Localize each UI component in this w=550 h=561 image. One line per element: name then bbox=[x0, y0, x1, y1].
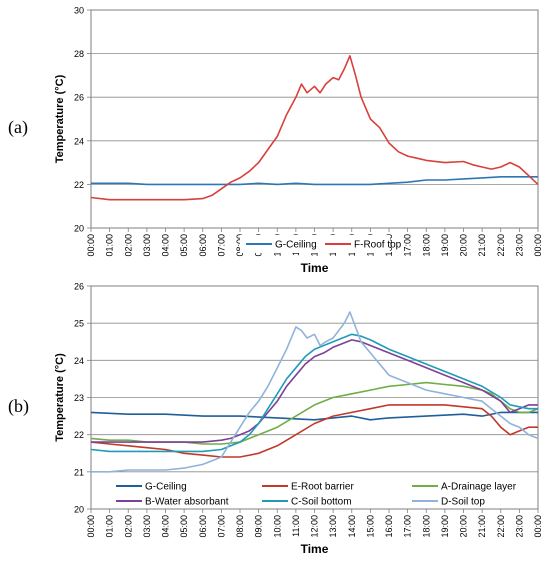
x-tick-label: 10:00 bbox=[272, 515, 282, 538]
series-line-c-soil-bottom bbox=[90, 333, 538, 453]
x-tick-label: 00:00 bbox=[533, 515, 543, 538]
x-tick-label: 21:00 bbox=[477, 234, 487, 257]
legend-entry: F-Roof top bbox=[354, 240, 402, 251]
y-tick-label: 24 bbox=[74, 136, 84, 146]
chart-panel-b: (b) 20 21 22 23 24 25 26 00:00 01:00 02:00 03:00 04:… bbox=[8, 282, 543, 557]
y-tick-label: 23 bbox=[74, 393, 84, 403]
x-tick-label: 16:00 bbox=[384, 515, 394, 538]
x-tick-label: 18:00 bbox=[421, 515, 431, 538]
x-tick-label: 04:00 bbox=[161, 515, 171, 538]
y-tick-label: 21 bbox=[74, 467, 84, 477]
x-tick-label: 05:00 bbox=[179, 234, 189, 257]
x-tick-label: 20:00 bbox=[459, 234, 469, 257]
legend-entry: B-Water absorbant bbox=[145, 497, 229, 508]
legend-entry: E-Root barrier bbox=[291, 482, 354, 493]
x-tick-label: 07:00 bbox=[216, 515, 226, 538]
y-tick-label: 20 bbox=[74, 224, 84, 234]
x-tick-label: 22:00 bbox=[496, 515, 506, 538]
x-tick-label: 23:00 bbox=[514, 234, 524, 257]
x-tick-label: 17:00 bbox=[403, 515, 413, 538]
y-axis-label: Temperature (°C) bbox=[54, 353, 66, 442]
x-tick-label: 23:00 bbox=[514, 515, 524, 538]
plot-area bbox=[90, 9, 539, 229]
x-tick-label: 14:00 bbox=[347, 515, 357, 538]
y-tick-label: 20 bbox=[74, 505, 84, 515]
x-tick-label: 03:00 bbox=[142, 234, 152, 257]
legend-background bbox=[240, 235, 390, 253]
x-tick-label: 00:00 bbox=[533, 234, 543, 257]
y-tick-label: 28 bbox=[74, 49, 84, 59]
x-tick-label: 13:00 bbox=[328, 515, 338, 538]
x-axis-label: Time bbox=[301, 542, 329, 556]
chart-panel-a: (a) 20 22 24 26 28 30 00:00 01:00 02:00 03:00 04:00… bbox=[8, 6, 543, 276]
x-tick-label: 18:00 bbox=[421, 234, 431, 257]
x-tick-label: 06:00 bbox=[198, 234, 208, 257]
legend-background bbox=[110, 477, 530, 508]
legend-entry: A-Drainage layer bbox=[441, 482, 517, 493]
x-tick-label: 00:00 bbox=[86, 234, 96, 257]
series-line-g-ceiling bbox=[91, 176, 538, 186]
series-line-g-ceiling bbox=[90, 411, 538, 421]
x-tick-label: 21:00 bbox=[477, 515, 487, 538]
legend-entry: D-Soil top bbox=[441, 497, 485, 508]
y-tick-label: 25 bbox=[74, 319, 84, 329]
legend: G-Ceiling F-Roof top bbox=[240, 235, 402, 253]
y-tick-label: 24 bbox=[74, 356, 84, 366]
panel-label: (b) bbox=[8, 396, 29, 417]
x-tick-label: 19:00 bbox=[440, 234, 450, 257]
y-tick-label: 30 bbox=[74, 6, 84, 16]
x-tick-label: 06:00 bbox=[198, 515, 208, 538]
series-line-b-water-absorbant bbox=[91, 339, 538, 443]
x-tick-label: 20:00 bbox=[459, 515, 469, 538]
x-tick-label: 08:00 bbox=[235, 515, 245, 538]
x-tick-label: 02:00 bbox=[123, 234, 133, 257]
x-tick-label: 19:00 bbox=[440, 515, 450, 538]
x-tick-label: 11:00 bbox=[291, 515, 301, 537]
panel-label: (a) bbox=[8, 117, 28, 138]
x-tick-label: 12:00 bbox=[310, 515, 320, 538]
legend-entry: G-Ceiling bbox=[275, 240, 317, 251]
x-tick-label: 04:00 bbox=[161, 234, 171, 257]
x-tick-label: 01:00 bbox=[105, 515, 115, 538]
legend-entry: G-Ceiling bbox=[145, 482, 187, 493]
x-tick-label: 09:00 bbox=[254, 515, 264, 538]
x-tick-label: 02:00 bbox=[123, 515, 133, 538]
x-axis-label: Time bbox=[301, 261, 329, 275]
x-tick-label: 03:00 bbox=[142, 515, 152, 538]
x-tick-label: 17:00 bbox=[403, 234, 413, 257]
x-tick-label: 22:00 bbox=[496, 234, 506, 257]
x-tick-label: 15:00 bbox=[365, 515, 375, 538]
y-tick-label: 22 bbox=[74, 180, 84, 190]
series-line-d-soil-top bbox=[91, 311, 539, 473]
legend: G-Ceiling E-Root barrier A-Drainage layer B… bbox=[110, 477, 530, 508]
x-tick-label: 00:00 bbox=[86, 515, 96, 538]
x-tick-label: 01:00 bbox=[105, 234, 115, 257]
x-tick-label: 07:00 bbox=[216, 234, 226, 257]
x-tick-label: 05:00 bbox=[179, 515, 189, 538]
y-tick-label: 26 bbox=[74, 282, 84, 292]
legend-entry: C-Soil bottom bbox=[291, 497, 352, 508]
y-tick-label: 26 bbox=[74, 93, 84, 103]
y-axis-label: Temperature (°C) bbox=[54, 74, 66, 163]
series-line-f-roof-top bbox=[90, 54, 539, 201]
y-tick-label: 22 bbox=[74, 430, 84, 440]
